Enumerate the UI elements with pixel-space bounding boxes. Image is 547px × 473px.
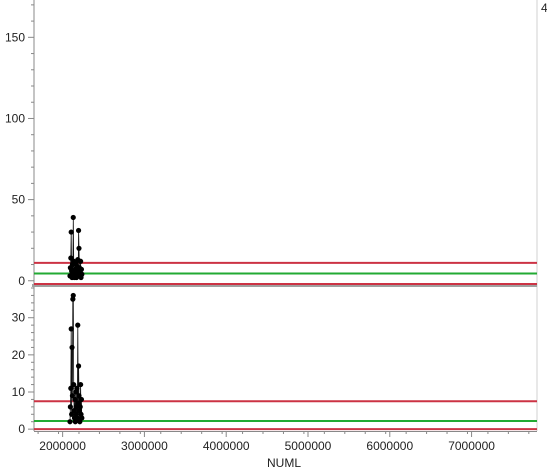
data-point-0-21 [75, 227, 82, 234]
data-point-0-26 [78, 258, 84, 264]
data-point-0-8 [70, 214, 76, 221]
y-tick-label-1-0: 0 [18, 422, 25, 436]
data-point-1-29 [79, 415, 85, 421]
data-point-0-28 [78, 266, 85, 272]
data-point-1-22 [76, 393, 82, 399]
plot-area [34, 0, 537, 431]
data-point-1-3 [68, 326, 74, 332]
x-tick-label-1: 3000000 [121, 439, 168, 453]
data-point-0-29 [79, 271, 85, 277]
y-tick-label-1-2: 20 [12, 348, 26, 362]
x-tick-label-0: 2000000 [39, 439, 86, 453]
x-tick-label-4: 6000000 [366, 439, 413, 453]
data-point-1-17 [74, 385, 80, 391]
data-point-1-26 [78, 381, 84, 388]
data-point-1-2 [68, 385, 74, 391]
data-point-0-3 [68, 229, 74, 235]
x-tick-label-2: 4000000 [203, 439, 250, 453]
data-point-1-21 [75, 363, 82, 369]
x-axis-title: NUML [267, 456, 301, 470]
data-point-1-9 [71, 381, 77, 388]
data-point-1-18 [74, 415, 80, 421]
y-tick-label-0-0: 0 [18, 274, 25, 288]
x-tick-label-3: 5000000 [285, 439, 332, 453]
data-point-0-22 [76, 245, 82, 251]
y-tick-label-1-3: 30 [12, 311, 26, 325]
y-tick-label-0-1: 50 [12, 193, 26, 207]
data-point-1-4 [69, 411, 75, 417]
corner-marker: 4 [541, 1, 547, 15]
data-point-1-8 [70, 292, 76, 299]
data-point-1-1 [67, 404, 73, 410]
y-tick-label-0-3: 150 [5, 30, 25, 44]
data-point-1-28 [78, 396, 85, 403]
data-point-1-5 [69, 344, 75, 351]
data-point-1-0 [67, 419, 73, 425]
data-point-1-12 [72, 396, 78, 403]
data-point-1-6 [69, 393, 76, 399]
y-tick-label-0-2: 100 [5, 111, 25, 125]
data-point-1-19 [75, 322, 81, 328]
data-point-1-25 [77, 404, 83, 410]
x-tick-label-5: 7000000 [448, 439, 495, 453]
y-tick-label-1-1: 10 [12, 385, 26, 399]
